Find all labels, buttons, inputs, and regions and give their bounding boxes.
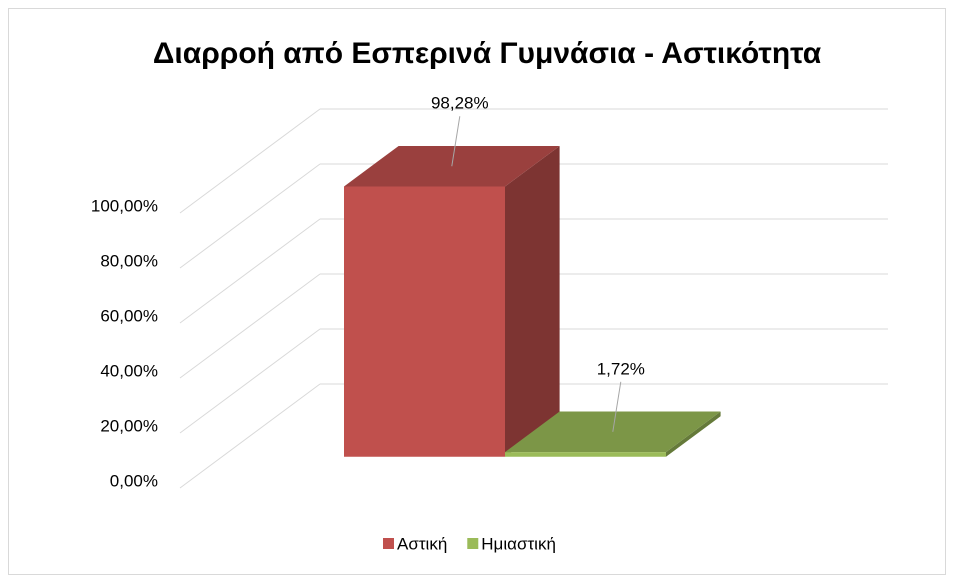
grid-line [179,383,321,489]
y-tick-label: 0,00% [110,471,158,490]
grid-line [179,163,321,269]
y-tick-label: 40,00% [100,361,158,380]
data-label: 98,28% [431,94,489,113]
legend-swatch [467,538,479,549]
bar-side [666,411,721,457]
legend-label: Αστική [397,534,447,553]
y-tick-label: 60,00% [100,306,158,325]
grid-line [179,328,321,434]
grid-line [179,218,321,324]
y-tick-label: 80,00% [100,251,158,270]
chart-title: Διαρροή από Εσπερινά Γυμνάσια - Αστικότη… [153,37,822,70]
y-tick-label: 20,00% [100,416,158,435]
bar-side [505,145,560,457]
legend-label: Ημιαστική [481,534,556,553]
legend-swatch [383,538,394,549]
leader-line [451,116,461,167]
data-label: 1,72% [597,359,645,378]
leader-line [612,381,622,432]
grid-line [179,273,321,379]
y-tick-label: 100,00% [91,196,158,215]
bar-front [505,452,666,457]
grid-line [179,108,321,214]
bar-front [344,186,505,457]
